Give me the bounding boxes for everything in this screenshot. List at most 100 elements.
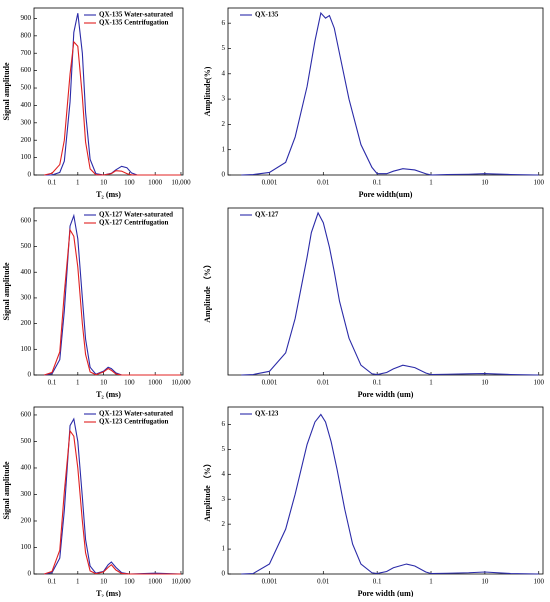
y-tick-label: 400 — [21, 268, 32, 276]
y-axis-label: Signal amplitude — [2, 62, 11, 120]
x-tick-label: 10 — [100, 578, 108, 586]
series-line — [44, 13, 181, 176]
x-tick-label: 1000 — [148, 379, 163, 387]
x-tick-label: 10,000 — [171, 578, 191, 586]
x-tick-label: 0.01 — [317, 578, 330, 586]
y-tick-label: 200 — [21, 319, 32, 327]
y-tick-label: 6 — [222, 19, 226, 27]
series-line — [44, 40, 181, 176]
y-tick-label: 0 — [28, 171, 32, 179]
x-tick-label: 100 — [124, 179, 135, 187]
plot-frame — [227, 7, 544, 176]
y-tick-label: 1 — [222, 145, 226, 153]
x-tick-label: 10 — [481, 179, 489, 187]
y-tick-label: 5 — [222, 44, 226, 52]
x-tick-label: 10,000 — [171, 379, 191, 387]
series-line — [44, 429, 181, 575]
y-axis-label: Amplitude （%） — [202, 459, 212, 521]
y-tick-label: 100 — [21, 153, 32, 161]
y-tick-label: 4 — [222, 69, 226, 77]
y-axis-label: Amplitude(%) — [203, 66, 212, 116]
x-tick-label: 0.1 — [48, 379, 57, 387]
legend-label: QX-135 — [255, 11, 279, 19]
x-tick-label: 1000 — [148, 578, 163, 586]
series-line — [44, 417, 181, 575]
legend-label: QX-123 Centrifugation — [99, 418, 169, 426]
plot-frame — [33, 406, 184, 575]
series-line — [241, 211, 539, 376]
x-tick-label: 0.1 — [373, 379, 382, 387]
x-tick-label: 100 — [533, 179, 544, 187]
y-tick-label: 0 — [222, 171, 226, 179]
y-tick-label: 200 — [21, 517, 32, 525]
y-tick-label: 4 — [222, 470, 226, 478]
series-line — [241, 413, 539, 575]
y-tick-label: 400 — [21, 101, 32, 109]
x-axis-label: Pore width (um) — [358, 390, 414, 399]
legend-label: QX-127 Centrifugation — [99, 219, 169, 227]
x-tick-label: 0.01 — [317, 379, 330, 387]
series-line — [44, 228, 181, 376]
y-tick-label: 500 — [21, 242, 32, 250]
x-tick-label: 0.01 — [317, 179, 330, 187]
y-axis-label: Amplitude （%） — [202, 260, 212, 322]
y-tick-label: 0 — [28, 570, 32, 578]
x-tick-label: 100 — [124, 578, 135, 586]
x-axis-label: T₂ (ms) — [96, 390, 121, 399]
y-tick-label: 300 — [21, 294, 32, 302]
x-tick-label: 1 — [76, 578, 80, 586]
series-line — [44, 213, 181, 376]
x-tick-label: 10 — [481, 578, 489, 586]
y-tick-label: 400 — [21, 464, 32, 472]
x-tick-label: 0.1 — [48, 578, 57, 586]
x-axis-label: Pore width(um) — [359, 190, 413, 199]
y-tick-label: 6 — [222, 420, 226, 428]
y-tick-label: 3 — [222, 95, 226, 103]
legend-label: QX-135 Centrifugation — [99, 19, 169, 27]
x-tick-label: 10,000 — [171, 179, 191, 187]
x-tick-label: 1 — [429, 578, 433, 586]
y-tick-label: 0 — [28, 371, 32, 379]
x-axis-label: Pore width (um) — [358, 589, 414, 597]
y-tick-label: 3 — [222, 495, 226, 503]
y-tick-label: 500 — [21, 84, 32, 92]
x-tick-label: 0.001 — [262, 379, 278, 387]
y-tick-label: 900 — [21, 14, 32, 22]
x-axis-label: T₂ (ms) — [96, 190, 121, 199]
legend-label: QX-123 — [255, 410, 279, 418]
y-tick-label: 5 — [222, 445, 226, 453]
y-tick-label: 2 — [222, 520, 226, 528]
y-axis-label: Signal amplitude — [2, 262, 11, 320]
series-line — [241, 11, 539, 176]
y-tick-label: 300 — [21, 490, 32, 498]
y-tick-label: 100 — [21, 543, 32, 551]
x-axis-label: T₂ (ms) — [96, 589, 121, 597]
x-tick-label: 100 — [124, 379, 135, 387]
plot-frame — [227, 406, 544, 575]
y-tick-label: 300 — [21, 118, 32, 126]
x-tick-label: 100 — [533, 578, 544, 586]
y-tick-label: 200 — [21, 136, 32, 144]
x-tick-label: 0.1 — [373, 578, 382, 586]
x-tick-label: 1 — [429, 179, 433, 187]
legend-label: QX-123 Water-saturated — [99, 410, 173, 418]
x-tick-label: 0.1 — [48, 179, 57, 187]
plot-frame — [33, 207, 184, 376]
x-tick-label: 1 — [429, 379, 433, 387]
x-tick-label: 0.1 — [373, 179, 382, 187]
legend-label: QX-127 Water-saturated — [99, 211, 173, 219]
y-axis-label: Signal amplitude — [2, 461, 11, 519]
x-tick-label: 10 — [481, 379, 489, 387]
x-tick-label: 100 — [533, 379, 544, 387]
x-tick-label: 1 — [76, 379, 80, 387]
legend-label: QX-127 — [255, 211, 279, 219]
legend-label: QX-135 Water-saturated — [99, 11, 173, 19]
x-tick-label: 0.001 — [262, 578, 278, 586]
y-tick-label: 1 — [222, 545, 226, 553]
x-tick-label: 10 — [100, 379, 108, 387]
x-tick-label: 1 — [76, 179, 80, 187]
plot-frame — [33, 7, 184, 176]
y-tick-label: 700 — [21, 49, 32, 57]
